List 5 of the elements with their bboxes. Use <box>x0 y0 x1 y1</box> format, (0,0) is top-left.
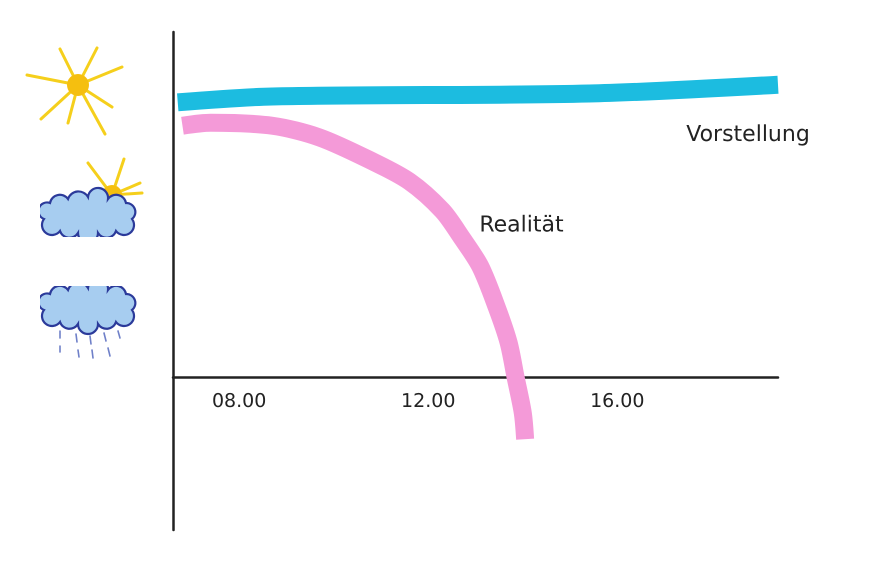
x-tick-label: 16.00 <box>590 390 644 412</box>
x-tick-label: 12.00 <box>401 390 456 412</box>
series-label: Vorstellung <box>686 122 810 148</box>
x-tick-label: 08.00 <box>212 390 266 412</box>
series-label: Realität <box>479 212 564 238</box>
